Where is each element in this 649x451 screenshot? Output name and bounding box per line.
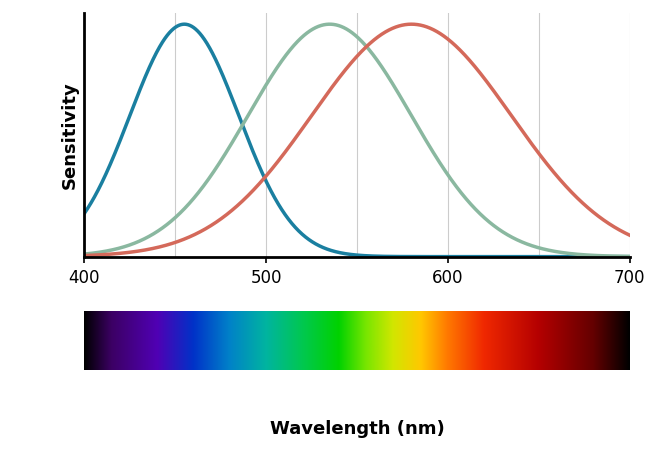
Y-axis label: Sensitivity: Sensitivity	[61, 82, 79, 189]
Text: Wavelength (nm): Wavelength (nm)	[269, 419, 445, 437]
